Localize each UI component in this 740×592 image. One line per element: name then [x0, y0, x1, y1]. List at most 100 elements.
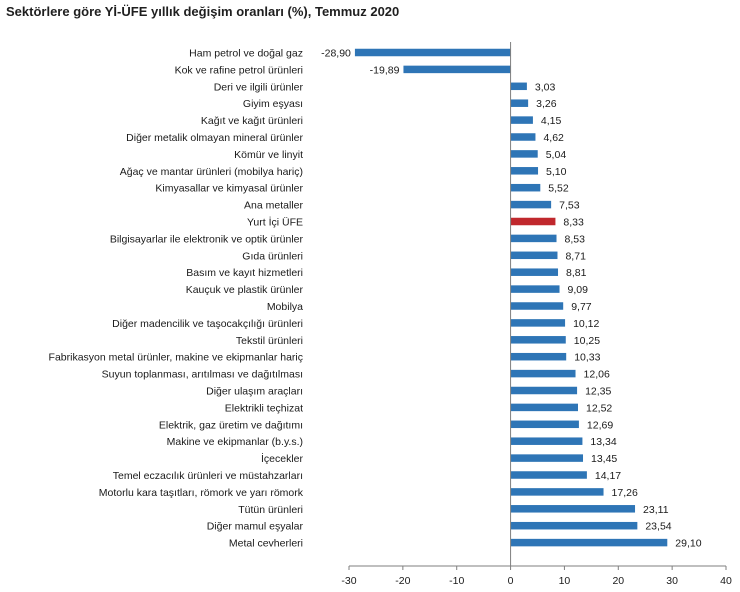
- value-label: 8,81: [566, 267, 587, 279]
- value-label: 13,45: [591, 453, 617, 465]
- bar: [510, 386, 578, 395]
- x-tick-label: -30: [341, 575, 356, 587]
- value-label: 8,53: [565, 233, 586, 245]
- category-label: Basım ve kayıt hizmetleri: [186, 267, 303, 279]
- chart-title: Sektörlere göre Yİ-ÜFE yıllık değişim or…: [6, 4, 400, 19]
- value-label: 9,77: [571, 301, 592, 313]
- bar: [510, 319, 566, 327]
- value-label: 5,52: [548, 183, 569, 195]
- category-label: Yurt İçi ÜFE: [247, 216, 303, 229]
- bar-highlight: [510, 217, 556, 226]
- x-tick-label: 30: [666, 575, 678, 587]
- category-label: Kauçuk ve plastik ürünler: [186, 284, 304, 296]
- category-label: Elektrik, gaz üretim ve dağıtımı: [159, 419, 303, 431]
- category-label: Gıda ürünleri: [242, 250, 303, 262]
- category-label: Tütün ürünleri: [238, 504, 303, 516]
- value-label: -19,89: [370, 64, 400, 76]
- value-label: 5,10: [546, 166, 567, 178]
- value-label: 29,10: [675, 538, 701, 550]
- bar: [510, 403, 578, 412]
- category-label: Motorlu kara taşıtları, römork ve yarı r…: [99, 487, 304, 499]
- value-label: 10,25: [574, 335, 600, 347]
- bar: [510, 538, 668, 547]
- x-tick-label: -20: [395, 575, 410, 587]
- category-label: Ağaç ve mantar ürünleri (mobilya hariç): [120, 166, 303, 178]
- bar: [510, 82, 527, 91]
- category-label: Deri ve ilgili ürünler: [214, 81, 304, 93]
- bar: [354, 48, 511, 57]
- bar: [510, 150, 538, 158]
- category-label: Bilgisayarlar ile elektronik ve optik ür…: [110, 233, 304, 245]
- value-label: 14,17: [595, 470, 621, 482]
- bar: [510, 200, 552, 209]
- value-label: 12,52: [586, 402, 612, 414]
- x-tick-label: 0: [508, 575, 514, 587]
- value-label: 8,33: [563, 217, 584, 229]
- bars-layer: [354, 48, 668, 547]
- value-label: 10,33: [574, 352, 600, 364]
- bar: [510, 521, 638, 530]
- value-label: 3,26: [536, 98, 557, 110]
- bar: [510, 234, 557, 243]
- category-label: Fabrikasyon metal ürünler, makine ve eki…: [49, 352, 303, 364]
- category-label: Elektrikli teçhizat: [225, 402, 303, 414]
- bar: [510, 268, 559, 276]
- category-label: Giyim eşyası: [243, 98, 303, 110]
- bar: [403, 65, 511, 74]
- category-label: Diğer madencilik ve taşocakçılığı ürünle…: [112, 318, 303, 330]
- category-label: Ham petrol ve doğal gaz: [189, 48, 303, 60]
- category-label: Temel eczacılık ürünleri ve müstahzarlar…: [113, 470, 303, 482]
- bar: [510, 352, 567, 361]
- value-label: 10,12: [573, 318, 599, 330]
- bar: [510, 167, 539, 175]
- axis-layer: -30 -20 -10 0 10 20 30 40: [341, 42, 732, 587]
- category-label: Mobilya: [267, 301, 303, 313]
- x-tick-label: 40: [720, 575, 732, 587]
- category-label: İçecekler: [261, 452, 304, 465]
- category-label: Metal cevherleri: [229, 538, 303, 550]
- category-label: Kimyasallar ve kimyasal ürünler: [155, 183, 303, 195]
- value-label: 3,03: [535, 81, 556, 93]
- bar: [510, 133, 536, 141]
- value-label: 23,11: [643, 504, 669, 516]
- bar: [510, 488, 604, 496]
- bar: [510, 183, 541, 192]
- category-label: Tekstil ürünleri: [236, 335, 303, 347]
- value-label: 23,54: [645, 521, 671, 533]
- value-label: 9,09: [568, 284, 589, 296]
- value-label: 12,35: [585, 386, 611, 398]
- category-label: Ana metaller: [244, 200, 303, 212]
- bar: [510, 285, 560, 293]
- value-label: -28,90: [321, 48, 351, 60]
- category-label: Diğer metalik olmayan mineral ürünler: [126, 132, 303, 144]
- value-label: 17,26: [612, 487, 638, 499]
- x-tick-label: 10: [559, 575, 571, 587]
- bar: [510, 99, 529, 107]
- bar: [510, 437, 583, 445]
- category-label: Kömür ve linyit: [234, 149, 303, 161]
- value-label: 7,53: [559, 200, 580, 212]
- value-label: 12,06: [584, 369, 610, 381]
- category-label: Diğer mamul eşyalar: [207, 521, 304, 533]
- bar: [510, 336, 566, 344]
- bar: [510, 471, 587, 479]
- value-label: 4,15: [541, 115, 562, 127]
- bar: [510, 420, 579, 429]
- x-tick-label: -10: [449, 575, 464, 587]
- category-label: Suyun toplanması, arıtılması ve dağıtılm…: [102, 369, 303, 381]
- value-label: 8,71: [565, 250, 586, 262]
- category-label: Makine ve ekipmanlar (b.y.s.): [167, 436, 303, 448]
- bar: [510, 116, 533, 124]
- value-label: 5,04: [546, 149, 567, 161]
- category-label: Diğer ulaşım araçları: [206, 386, 303, 398]
- x-tick-label: 20: [612, 575, 624, 587]
- bar: [510, 369, 576, 378]
- value-label: 12,69: [587, 419, 613, 431]
- bar: [510, 505, 636, 513]
- bar: [510, 454, 584, 462]
- category-label: Kağıt ve kağıt ürünleri: [201, 115, 303, 127]
- labels-layer: -28,90 Ham petrol ve doğal gaz -19,89 Kok v…: [49, 48, 702, 550]
- value-label: 4,62: [543, 132, 564, 144]
- value-label: 13,34: [590, 436, 616, 448]
